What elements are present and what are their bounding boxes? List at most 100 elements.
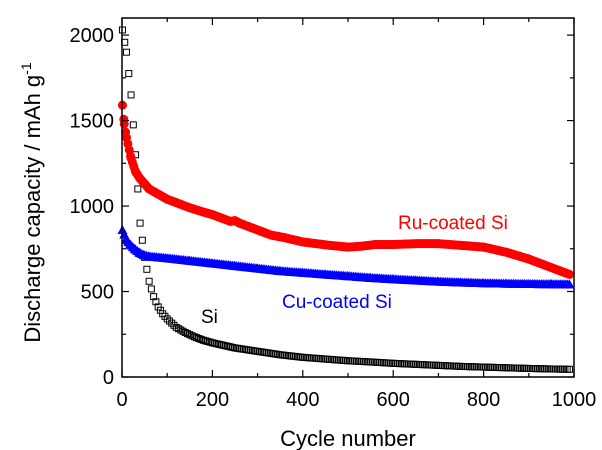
si-point bbox=[538, 365, 546, 373]
si-point bbox=[421, 361, 429, 369]
si-point bbox=[344, 357, 352, 365]
series-cu-coated-si bbox=[117, 224, 575, 289]
si-point bbox=[312, 354, 320, 362]
si-point bbox=[152, 298, 160, 306]
si-point bbox=[565, 365, 573, 373]
x-axis-ticks bbox=[121, 18, 575, 377]
si-point bbox=[502, 364, 510, 372]
plot-area bbox=[117, 26, 575, 373]
si-point bbox=[498, 364, 506, 372]
si-point bbox=[525, 364, 533, 372]
si-point bbox=[394, 360, 402, 368]
si-point bbox=[326, 355, 334, 363]
si-point bbox=[362, 358, 370, 366]
si-point bbox=[507, 364, 515, 372]
si-point bbox=[308, 354, 316, 362]
si-point bbox=[389, 359, 397, 367]
si-point bbox=[527, 365, 535, 373]
si-point bbox=[355, 357, 363, 365]
si-point bbox=[378, 359, 386, 367]
si-point bbox=[500, 364, 508, 372]
si-point bbox=[215, 340, 223, 348]
si-point bbox=[475, 363, 483, 371]
si-point bbox=[446, 362, 454, 370]
si-point bbox=[482, 363, 490, 371]
series-label-si: Si bbox=[201, 307, 218, 328]
si-point bbox=[134, 185, 142, 193]
si-point bbox=[554, 365, 562, 373]
si-point bbox=[432, 361, 440, 369]
x-tick-label: 0 bbox=[116, 389, 127, 411]
si-point bbox=[563, 365, 571, 373]
si-point bbox=[516, 364, 524, 372]
si-point bbox=[204, 338, 212, 346]
si-point bbox=[330, 356, 338, 364]
si-point bbox=[484, 363, 492, 371]
si-point bbox=[439, 362, 447, 370]
si-point bbox=[380, 359, 388, 367]
si-point bbox=[315, 355, 323, 363]
si-point bbox=[407, 360, 415, 368]
si-point bbox=[493, 363, 501, 371]
si-point bbox=[328, 356, 336, 364]
si-point bbox=[310, 354, 318, 362]
plot-frame bbox=[121, 17, 575, 378]
si-point bbox=[401, 360, 408, 368]
y-tick-label: 500 bbox=[81, 282, 114, 304]
si-point bbox=[489, 363, 497, 371]
si-point bbox=[391, 359, 399, 367]
si-point bbox=[419, 361, 427, 369]
si-point bbox=[222, 342, 230, 350]
si-point bbox=[405, 360, 413, 368]
si-point bbox=[371, 358, 379, 366]
si-point bbox=[143, 265, 151, 273]
x-tick-label: 400 bbox=[286, 389, 319, 411]
si-point bbox=[396, 360, 404, 368]
y-axis-label: Discharge capacity / mAh g-1 bbox=[18, 62, 45, 342]
series-si bbox=[118, 26, 573, 373]
x-tick-label: 800 bbox=[467, 389, 500, 411]
si-point bbox=[351, 357, 359, 365]
si-point bbox=[197, 335, 205, 343]
y-tick-label: 2000 bbox=[70, 25, 115, 47]
si-point bbox=[211, 339, 219, 347]
si-point bbox=[491, 363, 499, 371]
si-point bbox=[545, 365, 553, 373]
si-point bbox=[206, 338, 214, 346]
si-point bbox=[202, 337, 210, 345]
si-point bbox=[561, 365, 569, 373]
si-point bbox=[511, 364, 519, 372]
si-point bbox=[430, 361, 438, 369]
si-point bbox=[184, 330, 192, 338]
si-point bbox=[145, 277, 153, 285]
si-point bbox=[349, 357, 357, 365]
si-point bbox=[471, 363, 479, 371]
si-point bbox=[462, 363, 470, 371]
si-point bbox=[353, 357, 361, 365]
si-point bbox=[125, 70, 133, 78]
si-point bbox=[208, 339, 216, 347]
si-point bbox=[224, 342, 232, 350]
si-point bbox=[448, 362, 456, 370]
si-point bbox=[459, 362, 467, 370]
si-point bbox=[188, 332, 196, 340]
si-point bbox=[552, 365, 560, 373]
si-point bbox=[410, 360, 418, 368]
series-ru-coated-si bbox=[117, 100, 574, 279]
si-point bbox=[360, 358, 368, 366]
si-point bbox=[398, 360, 406, 368]
si-point bbox=[179, 327, 187, 335]
si-point bbox=[428, 361, 436, 369]
si-point bbox=[423, 361, 431, 369]
si-point bbox=[504, 364, 512, 372]
si-point bbox=[346, 357, 354, 365]
si-point bbox=[450, 362, 458, 370]
si-point bbox=[364, 358, 372, 366]
si-point bbox=[441, 362, 449, 370]
si-point bbox=[443, 362, 451, 370]
ru-coated-si-point bbox=[564, 269, 574, 279]
y-tick-label: 1000 bbox=[70, 196, 115, 218]
y-axis-tick-labels: 0 500 1000 1500 2000 bbox=[70, 25, 115, 389]
si-point bbox=[477, 363, 485, 371]
